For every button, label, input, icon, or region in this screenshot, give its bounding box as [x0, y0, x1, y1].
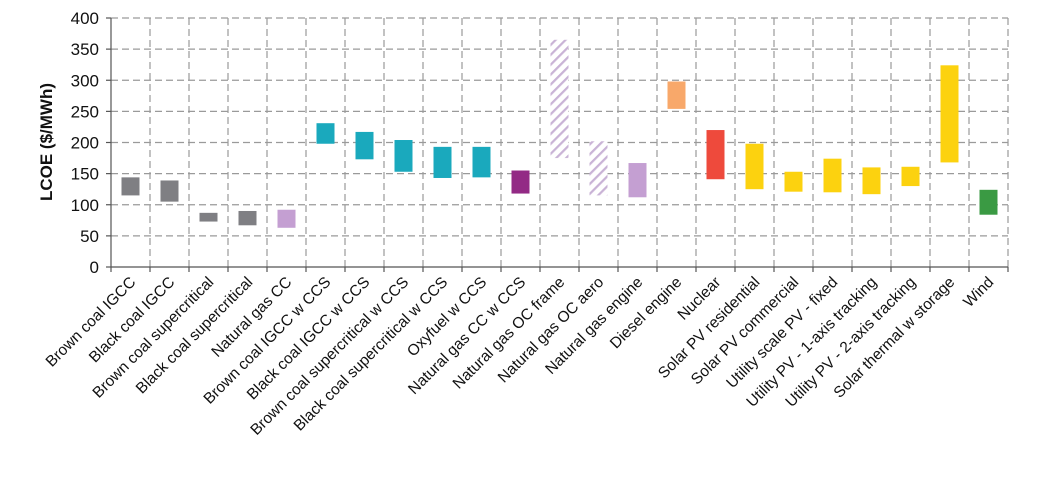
y-tick-label: 250	[71, 102, 99, 121]
range-bar	[433, 146, 452, 178]
range-bar	[238, 210, 257, 226]
gridlines	[111, 17, 1009, 267]
range-bar	[706, 130, 725, 180]
range-bar	[628, 163, 647, 198]
range-bar	[316, 123, 335, 144]
range-bar	[901, 166, 920, 187]
y-tick-label: 200	[71, 134, 99, 153]
range-bar	[160, 180, 179, 202]
y-tick-labels: 0 50 100 150 200 250 300 350 400	[71, 9, 99, 277]
range-bar	[550, 39, 569, 159]
y-tick-label: 0	[90, 258, 99, 277]
range-bar	[979, 189, 998, 215]
y-axis-title: LCOE ($/MWh)	[37, 83, 56, 201]
range-bar	[862, 167, 881, 195]
y-tick-label: 400	[71, 9, 99, 28]
axes	[106, 17, 1009, 272]
y-tick-label: 150	[71, 165, 99, 184]
range-bar	[940, 65, 959, 163]
range-bars	[121, 39, 998, 228]
y-tick-label: 100	[71, 196, 99, 215]
y-tick-label: 300	[71, 71, 99, 90]
range-bar	[511, 170, 530, 194]
range-bar	[121, 177, 140, 196]
range-bar	[355, 131, 374, 160]
category-label: Wind	[960, 274, 997, 311]
range-bar	[784, 171, 803, 192]
range-bar	[589, 141, 608, 196]
range-bar	[745, 143, 764, 190]
range-bar	[823, 158, 842, 193]
range-bar	[667, 81, 686, 109]
y-tick-label: 350	[71, 40, 99, 59]
range-bar	[394, 140, 413, 172]
range-bar	[277, 209, 296, 228]
y-tick-label: 50	[80, 227, 99, 246]
range-bar	[199, 212, 218, 222]
range-bar	[472, 146, 491, 178]
